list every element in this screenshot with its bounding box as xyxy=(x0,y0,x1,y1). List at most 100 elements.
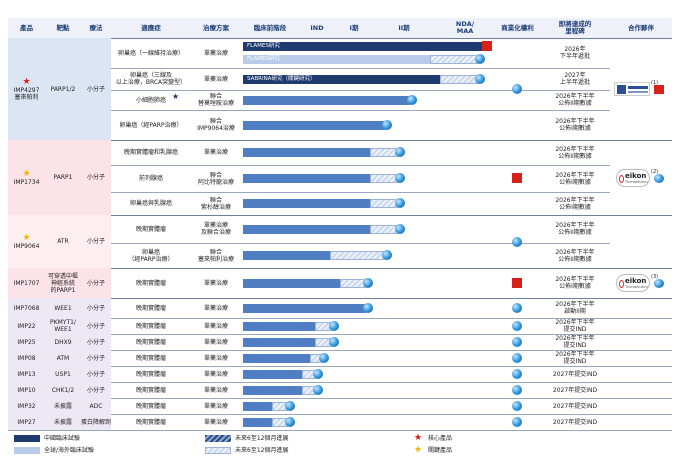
header-cell: II期 xyxy=(398,23,410,32)
product-line xyxy=(8,268,672,269)
partner-name: eikon xyxy=(625,171,647,180)
header-cell: 適應症 xyxy=(141,23,161,32)
phase-bar-future xyxy=(430,55,478,64)
header-cell: 臨床前階段 xyxy=(253,23,287,32)
indication-line: 卵巢癌（三線及 xyxy=(129,72,172,79)
regimen: 單藥治療 xyxy=(203,402,228,410)
regimen: 單藥治療 xyxy=(203,338,228,346)
indication: 前列腺癌 xyxy=(138,175,163,182)
target: ATR xyxy=(57,238,69,245)
partner-logo-text xyxy=(628,86,648,89)
product-line xyxy=(8,414,672,415)
product-name-line: IMP4297 xyxy=(13,86,40,94)
indication: 卵巢癌（經PARP治療） xyxy=(111,243,191,268)
header-cell: 商業化權利 xyxy=(501,23,534,32)
regimen: 單藥治療 xyxy=(203,49,228,57)
header-cell: 即將達成的 里程碑 xyxy=(540,18,610,38)
phase-bar xyxy=(243,120,385,130)
header-cell-line: NDA/ xyxy=(455,20,475,28)
commercial-rights-icon xyxy=(512,401,522,411)
milestone-line: 2026年下半年 xyxy=(555,351,595,358)
header-cell: 合作夥伴 xyxy=(628,23,654,32)
product-name-line: IMP32 xyxy=(17,402,36,410)
milestone: 2026年下半年 公佈I期數據 xyxy=(540,268,610,298)
legend-label: 核心產品 xyxy=(428,435,453,442)
commercial-rights-icon xyxy=(512,278,522,288)
trial-region-icon xyxy=(363,277,373,288)
study-label: FLAMES研究 xyxy=(247,43,280,49)
indication: 晚期實體瘤 xyxy=(135,418,166,426)
modality: 小分子 xyxy=(86,370,105,378)
milestone: 2027年提交IND xyxy=(552,418,598,426)
product-line xyxy=(8,318,672,319)
product-bg xyxy=(8,38,111,140)
milestone-line: 2026年下半年 xyxy=(555,118,595,125)
milestone: 2026年下半年 提交IND xyxy=(540,350,610,366)
product-name: IMP13 xyxy=(8,366,45,382)
trial-region-icon xyxy=(285,416,295,427)
product-name-line: IMP27 xyxy=(17,418,36,426)
phase-bar xyxy=(243,385,302,395)
milestone: 2026年下半年 公佈II期數據 xyxy=(540,140,610,165)
target-line: PKMYT1/ xyxy=(50,319,76,326)
milestone-line: 啟動II期 xyxy=(564,308,586,315)
header-cell-line: MAA xyxy=(456,27,474,35)
row-line xyxy=(111,165,610,166)
trial-region-icon xyxy=(285,400,295,411)
product-bg xyxy=(8,140,111,215)
regimen: 聯合 紫杉醇治療 xyxy=(191,192,241,215)
regimen-line: 聯合 xyxy=(209,118,222,125)
legend-star: ★ xyxy=(414,433,423,443)
product-bg xyxy=(8,398,111,414)
product-star: ★ xyxy=(22,232,31,243)
product-bg xyxy=(8,215,111,268)
indication: 晚期實體瘤 xyxy=(135,370,166,378)
legend-label: 未來6至12個月進展 xyxy=(235,447,289,454)
phase-bar xyxy=(243,95,410,105)
milestone-line: 公佈II期數據 xyxy=(558,255,592,263)
modality: 小分子 xyxy=(86,338,105,346)
milestone: 2026年下半年 公佈II期數據 xyxy=(540,215,610,243)
header-cell: 產品 xyxy=(20,23,33,32)
product-name: IMP08 xyxy=(8,350,45,366)
target: DHX9 xyxy=(54,338,72,346)
product-bg xyxy=(8,382,111,398)
trial-region-icon xyxy=(482,41,492,51)
indication: 晚期實體瘤和乳腺癌 xyxy=(123,149,178,156)
regimen: 單藥治療 xyxy=(203,386,228,394)
indication: 晚期實體瘤 xyxy=(135,354,166,362)
header-cell-line: 里程碑 xyxy=(565,27,585,35)
regimen-line: 聯合 xyxy=(209,93,222,100)
indication: 卵巢癌與乳腺癌 xyxy=(129,200,172,207)
milestone: 2026年下半年 公佈II期數據 xyxy=(540,90,610,110)
product-bg xyxy=(8,350,111,366)
header-cell-line: 即將達成的 xyxy=(558,20,592,28)
modality: 小分子 xyxy=(86,322,105,330)
regimen-line: 聯合 xyxy=(209,171,222,179)
milestone-line: 提交IND xyxy=(563,326,587,333)
product-bg xyxy=(8,334,111,350)
phase-bar xyxy=(243,353,310,363)
product-name: IMP10 xyxy=(8,382,45,398)
regimen-line: 塞來帕利治療 xyxy=(197,255,234,263)
target: 未披露 xyxy=(53,402,72,410)
header-cell: I期 xyxy=(349,23,359,32)
phase-bar-future xyxy=(370,174,398,183)
trial-region-icon xyxy=(313,368,323,379)
header-line xyxy=(8,38,672,39)
indication-line: 卵巢癌 xyxy=(141,248,160,256)
trial-region-icon xyxy=(329,320,339,331)
phase-bar xyxy=(243,303,366,313)
target: PARP1 xyxy=(53,174,73,181)
commercial-rights-icon xyxy=(512,84,522,94)
trial-region-icon xyxy=(382,250,392,260)
phase-bar: FLAMES研究 xyxy=(243,42,485,51)
milestone-line: 2026年下半年 xyxy=(555,222,595,229)
milestone: 2026年下半年 提交IND xyxy=(540,334,610,350)
phase-bar xyxy=(243,401,272,411)
indication-line: （經PARP治療） xyxy=(128,255,174,263)
header-cell: IND xyxy=(310,23,324,32)
milestone-line: 提交IND xyxy=(563,358,587,365)
modality: 小分子 xyxy=(86,85,105,93)
